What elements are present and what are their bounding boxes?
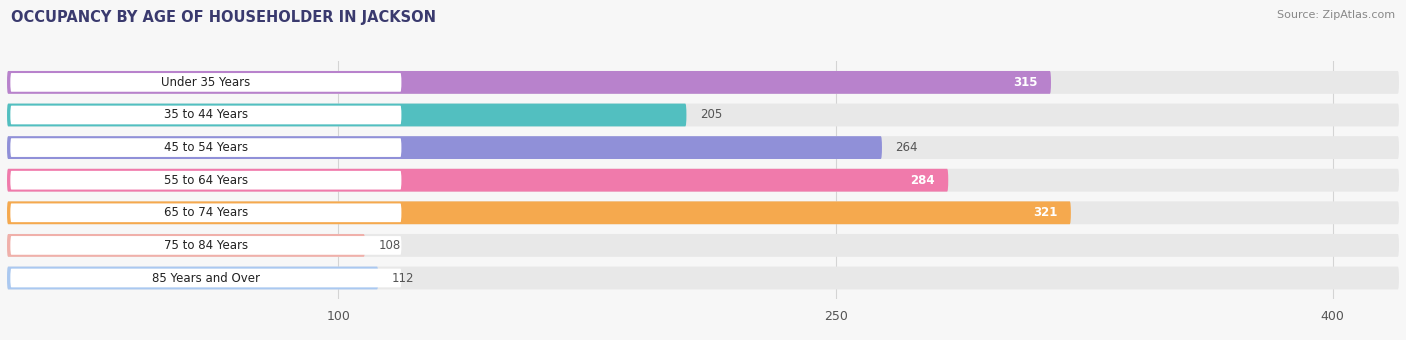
FancyBboxPatch shape [7, 234, 366, 257]
FancyBboxPatch shape [10, 106, 402, 124]
FancyBboxPatch shape [7, 136, 882, 159]
Text: Under 35 Years: Under 35 Years [162, 76, 250, 89]
FancyBboxPatch shape [10, 73, 402, 92]
Text: 45 to 54 Years: 45 to 54 Years [165, 141, 247, 154]
FancyBboxPatch shape [10, 269, 402, 287]
Text: 321: 321 [1033, 206, 1057, 219]
FancyBboxPatch shape [7, 104, 686, 126]
FancyBboxPatch shape [7, 71, 1052, 94]
Text: 85 Years and Over: 85 Years and Over [152, 272, 260, 285]
Text: OCCUPANCY BY AGE OF HOUSEHOLDER IN JACKSON: OCCUPANCY BY AGE OF HOUSEHOLDER IN JACKS… [11, 10, 436, 25]
FancyBboxPatch shape [10, 203, 402, 222]
Text: 112: 112 [391, 272, 413, 285]
Text: 108: 108 [378, 239, 401, 252]
FancyBboxPatch shape [7, 267, 1399, 289]
FancyBboxPatch shape [7, 136, 1399, 159]
FancyBboxPatch shape [7, 267, 378, 289]
Text: 35 to 44 Years: 35 to 44 Years [165, 108, 247, 121]
Text: 284: 284 [910, 174, 935, 187]
Text: 75 to 84 Years: 75 to 84 Years [165, 239, 247, 252]
Text: 264: 264 [896, 141, 918, 154]
FancyBboxPatch shape [10, 138, 402, 157]
Text: 315: 315 [1014, 76, 1038, 89]
Text: 205: 205 [700, 108, 721, 121]
FancyBboxPatch shape [7, 169, 948, 192]
FancyBboxPatch shape [10, 236, 402, 255]
Text: 65 to 74 Years: 65 to 74 Years [163, 206, 247, 219]
FancyBboxPatch shape [7, 169, 1399, 192]
FancyBboxPatch shape [7, 71, 1399, 94]
FancyBboxPatch shape [7, 104, 1399, 126]
FancyBboxPatch shape [7, 201, 1399, 224]
FancyBboxPatch shape [7, 234, 1399, 257]
Text: 55 to 64 Years: 55 to 64 Years [165, 174, 247, 187]
FancyBboxPatch shape [7, 201, 1071, 224]
Text: Source: ZipAtlas.com: Source: ZipAtlas.com [1277, 10, 1395, 20]
FancyBboxPatch shape [10, 171, 402, 190]
